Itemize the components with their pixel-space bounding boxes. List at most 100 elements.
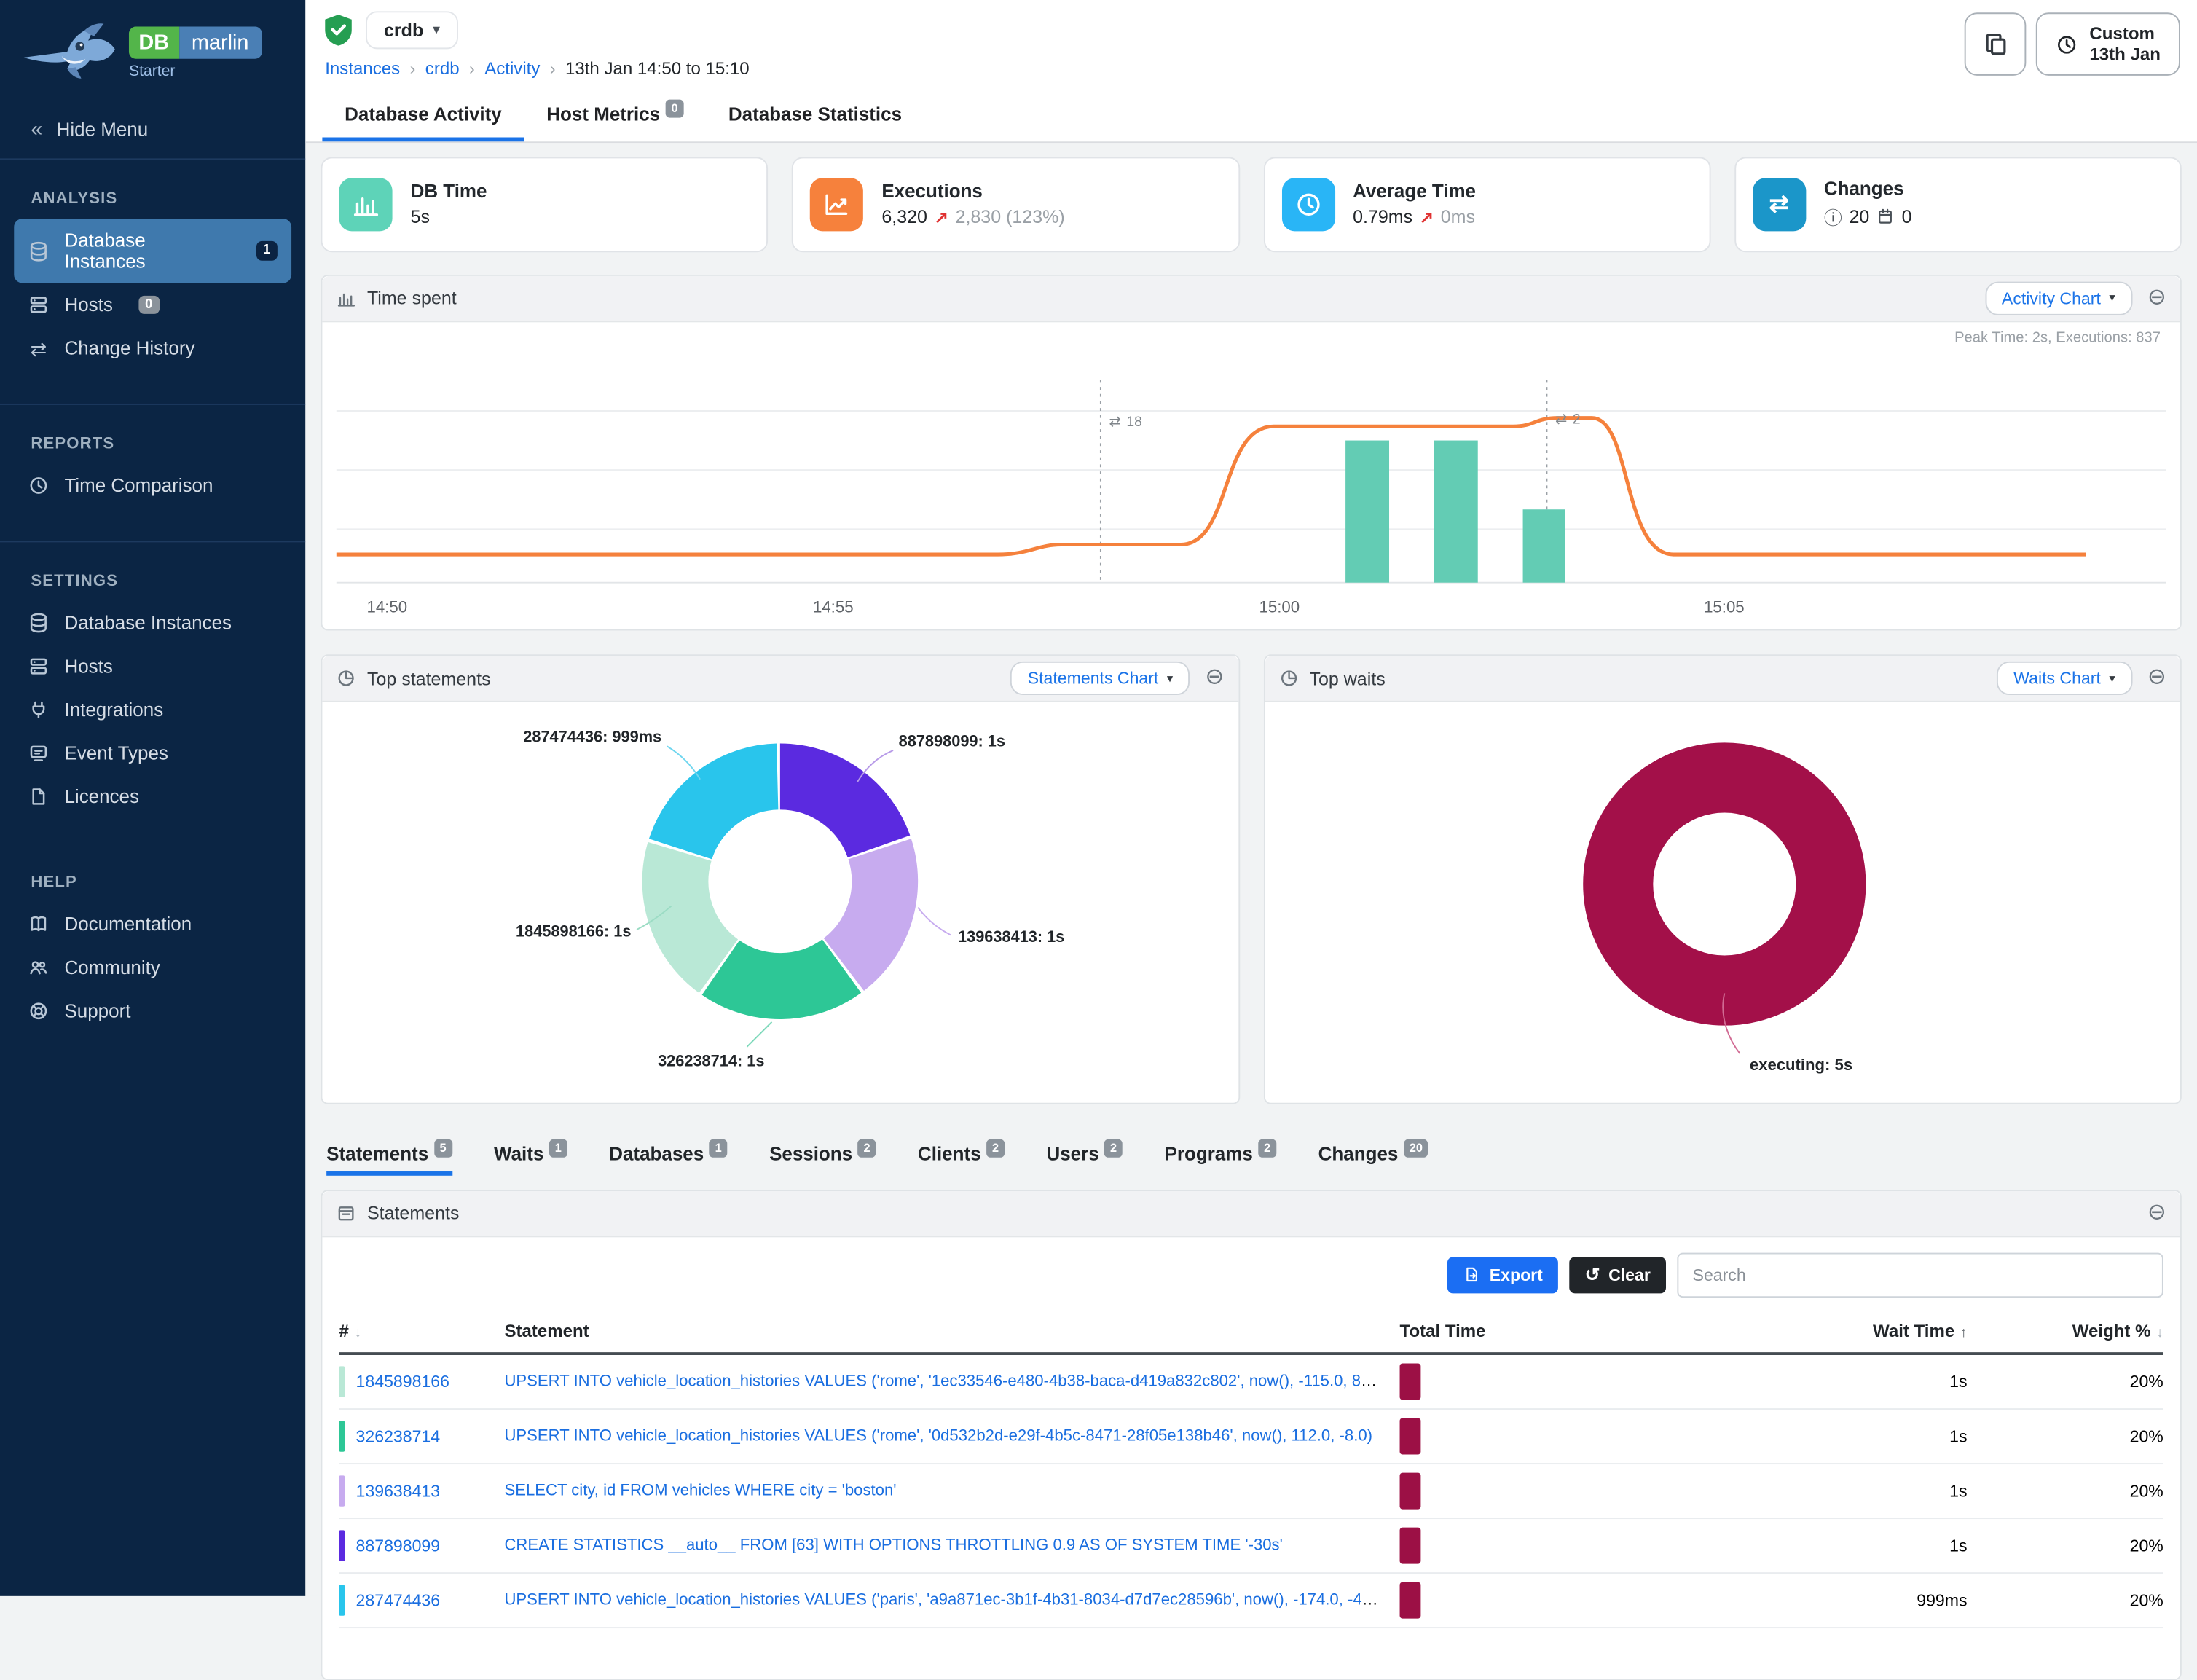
tab-sessions[interactable]: Sessions 2 bbox=[769, 1139, 876, 1175]
sidebar-item-settings-database-instances[interactable]: Database Instances bbox=[0, 601, 305, 645]
clear-button[interactable]: ↺ Clear bbox=[1569, 1256, 1667, 1293]
table-row: 139638413 SELECT city, id FROM vehicles … bbox=[339, 1464, 2163, 1519]
collapse-panel-icon[interactable]: ⊖ bbox=[2147, 1200, 2166, 1225]
total-time-bar[interactable] bbox=[1399, 1472, 1421, 1509]
executions-bar[interactable] bbox=[1345, 439, 1390, 582]
tab-statements[interactable]: Statements 5 bbox=[326, 1139, 452, 1176]
statement-id-link[interactable]: 287474436 bbox=[355, 1590, 441, 1610]
breadcrumb-crdb[interactable]: crdb bbox=[425, 58, 460, 79]
activity-chart[interactable]: ⇄ 18 ⇄ 2 14:50 14:55 15:00 15:05 bbox=[336, 345, 2166, 621]
tab-changes[interactable]: Changes 20 bbox=[1318, 1139, 1428, 1175]
waits-chart-dropdown[interactable]: Waits Chart ▾ bbox=[1997, 662, 2132, 696]
tab-database-activity[interactable]: Database Activity bbox=[322, 90, 524, 141]
donut-slice[interactable] bbox=[642, 744, 919, 1020]
sidebar-item-label: Hosts bbox=[64, 656, 113, 678]
breadcrumb-instances[interactable]: Instances bbox=[325, 58, 401, 79]
collapse-panel-icon[interactable]: ⊖ bbox=[2147, 285, 2166, 310]
count-badge: 0 bbox=[665, 99, 684, 117]
donut-slice[interactable] bbox=[1582, 743, 1866, 1027]
statement-link[interactable]: UPSERT INTO vehicle_location_histories V… bbox=[504, 1427, 1373, 1445]
total-time-bar[interactable] bbox=[1399, 1526, 1421, 1563]
sidebar-item-time-comparison[interactable]: Time Comparison bbox=[0, 464, 305, 508]
sidebar-section-reports: REPORTS Time Comparison bbox=[0, 405, 305, 522]
total-time-bar[interactable] bbox=[1399, 1362, 1421, 1400]
page-content: DB Time 5s Executions 6,320 ↗ 2,830 (123… bbox=[305, 142, 2197, 1680]
statements-chart-dropdown[interactable]: Statements Chart ▾ bbox=[1010, 662, 1190, 696]
change-marker-label[interactable]: ⇄ 18 bbox=[1109, 414, 1142, 429]
sidebar-item-label: Hosts bbox=[64, 294, 113, 315]
statement-link[interactable]: UPSERT INTO vehicle_location_histories V… bbox=[504, 1373, 1389, 1390]
copy-link-button[interactable] bbox=[1965, 12, 2027, 76]
sidebar-item-event-types[interactable]: Event Types bbox=[0, 731, 305, 775]
time-range-button[interactable]: Custom 13th Jan bbox=[2036, 12, 2180, 76]
sort-icon[interactable]: ↓ bbox=[2156, 1324, 2163, 1341]
statement-link[interactable]: SELECT city, id FROM vehicles WHERE city… bbox=[504, 1482, 897, 1499]
panel-header: Time spent Activity Chart ▾ ⊖ bbox=[322, 275, 2180, 322]
sidebar-item-label: Change History bbox=[64, 337, 195, 359]
col-statement[interactable]: Statement bbox=[504, 1321, 589, 1341]
col-num[interactable]: # bbox=[339, 1321, 349, 1341]
pie-chart-icon bbox=[1278, 669, 1298, 688]
brand-logo[interactable]: DB marlin Starter bbox=[0, 0, 305, 103]
total-time-bar[interactable] bbox=[1399, 1581, 1421, 1618]
sidebar-item-change-history[interactable]: ⇄ Change History bbox=[0, 326, 305, 370]
sidebar-item-database-instances[interactable]: Database Instances 1 bbox=[14, 219, 292, 283]
panel-header: Top statements Statements Chart ▾ ⊖ bbox=[322, 656, 1238, 703]
weight-value: 20% bbox=[2129, 1371, 2163, 1392]
statements-donut-chart[interactable]: 887898099: 1s 139638413: 1s 326238714: 1… bbox=[331, 705, 1230, 1091]
donut-slice[interactable] bbox=[642, 744, 919, 1020]
statement-id-link[interactable]: 139638413 bbox=[355, 1480, 441, 1501]
executions-bar[interactable] bbox=[1522, 509, 1565, 582]
instance-selector[interactable]: crdb ▾ bbox=[366, 11, 458, 50]
tab-databases[interactable]: Databases 1 bbox=[609, 1139, 728, 1175]
count-badge: 1 bbox=[256, 241, 278, 261]
copy-icon bbox=[1982, 31, 2009, 58]
section-title: ANALYSIS bbox=[31, 190, 118, 208]
donut-slice[interactable] bbox=[634, 736, 927, 1029]
breadcrumb-activity[interactable]: Activity bbox=[484, 58, 541, 79]
tab-programs[interactable]: Programs 2 bbox=[1165, 1139, 1276, 1175]
col-total-time[interactable]: Total Time bbox=[1399, 1321, 1486, 1341]
table-footer bbox=[339, 1628, 2163, 1678]
statement-id-link[interactable]: 326238714 bbox=[355, 1426, 441, 1446]
detail-tabs: Statements 5 Waits 1 Databases 1 Sessions 2 … bbox=[323, 1139, 2179, 1176]
collapse-panel-icon[interactable]: ⊖ bbox=[1205, 666, 1225, 691]
executions-bar[interactable] bbox=[1434, 439, 1478, 582]
sort-icon[interactable]: ↓ bbox=[354, 1324, 362, 1341]
sidebar-item-community[interactable]: Community bbox=[0, 946, 305, 989]
sidebar-item-settings-hosts[interactable]: Hosts bbox=[0, 645, 305, 688]
col-weight[interactable]: Weight % bbox=[2072, 1321, 2151, 1341]
export-button[interactable]: Export bbox=[1447, 1256, 1559, 1293]
search-input[interactable] bbox=[1677, 1252, 2163, 1298]
dropdown-label: Activity Chart bbox=[2001, 288, 2101, 308]
hide-menu-button[interactable]: « Hide Menu bbox=[0, 103, 305, 158]
col-wait-time[interactable]: Wait Time bbox=[1873, 1321, 1955, 1341]
sort-icon[interactable]: ↑ bbox=[1960, 1324, 1968, 1341]
activity-chart-dropdown[interactable]: Activity Chart ▾ bbox=[1984, 280, 2132, 315]
total-time-bar[interactable] bbox=[1399, 1417, 1421, 1454]
sidebar-item-hosts[interactable]: Hosts 0 bbox=[0, 283, 305, 327]
tab-host-metrics[interactable]: Host Metrics 0 bbox=[524, 90, 706, 141]
top-statements-panel: Top statements Statements Chart ▾ ⊖ bbox=[321, 655, 1240, 1105]
sidebar: DB marlin Starter « Hide Menu ANALYSIS D… bbox=[0, 0, 306, 1596]
tab-clients[interactable]: Clients 2 bbox=[918, 1139, 1005, 1175]
sidebar-item-support[interactable]: Support bbox=[0, 989, 305, 1033]
change-marker-label[interactable]: ⇄ 2 bbox=[1555, 411, 1581, 426]
statement-link[interactable]: CREATE STATISTICS __auto__ FROM [63] WIT… bbox=[504, 1536, 1283, 1554]
statement-id-link[interactable]: 887898099 bbox=[355, 1535, 441, 1555]
tab-users[interactable]: Users 2 bbox=[1046, 1139, 1123, 1175]
sidebar-item-integrations[interactable]: Integrations bbox=[0, 688, 305, 731]
statement-link[interactable]: UPSERT INTO vehicle_location_histories V… bbox=[504, 1591, 1390, 1609]
time-spent-line[interactable] bbox=[336, 415, 2086, 556]
server-icon bbox=[28, 294, 49, 315]
wait-time-value: 1s bbox=[1949, 1535, 1968, 1555]
sidebar-item-licences[interactable]: Licences bbox=[0, 775, 305, 819]
waits-donut-chart[interactable]: executing: 5s bbox=[1273, 705, 2172, 1097]
tab-waits[interactable]: Waits 1 bbox=[494, 1139, 567, 1175]
statement-id-link[interactable]: 1845898166 bbox=[355, 1371, 449, 1392]
collapse-panel-icon[interactable]: ⊖ bbox=[2147, 666, 2166, 691]
tab-database-statistics[interactable]: Database Statistics bbox=[706, 90, 924, 141]
divider bbox=[0, 403, 306, 405]
sidebar-item-documentation[interactable]: Documentation bbox=[0, 903, 305, 946]
sidebar-item-label: Support bbox=[64, 1000, 131, 1022]
